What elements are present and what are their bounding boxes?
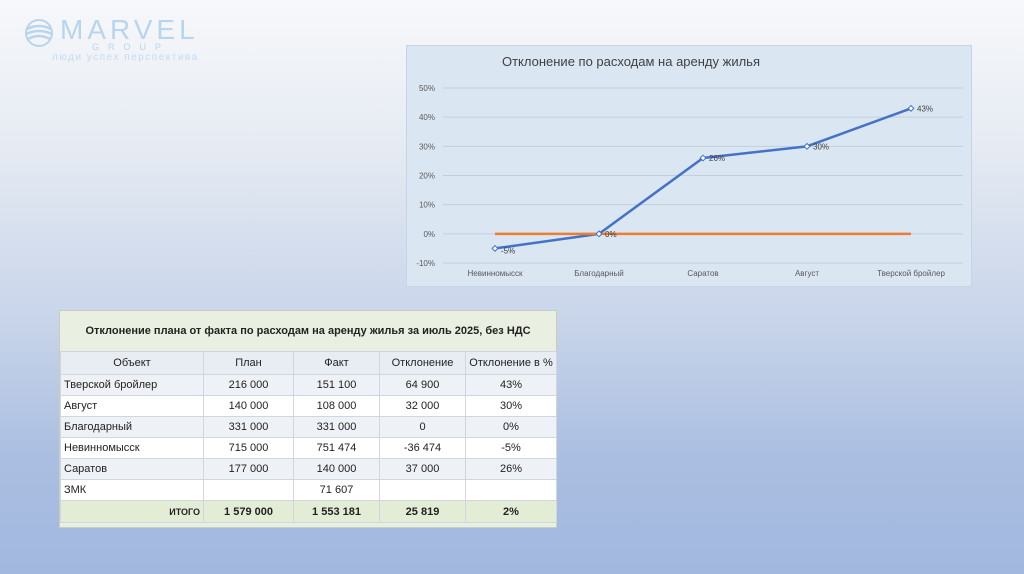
cell-total-deviation: 25 819 <box>379 500 466 523</box>
cell-plan <box>203 479 294 501</box>
cell-plan: 216 000 <box>203 374 294 396</box>
table-row: Благодарный 331 000 331 000 0 0% <box>60 416 557 438</box>
x-tick-label: Невинномысск <box>468 269 523 278</box>
y-tick-label: 0% <box>423 230 435 239</box>
deviation-chart: Отклонение по расходам на аренду жилья 5… <box>406 45 972 287</box>
cell-plan: 715 000 <box>203 437 294 459</box>
table-row: Саратов 177 000 140 000 37 000 26% <box>60 458 557 480</box>
col-header-object: Объект <box>60 351 204 375</box>
y-tick-label: 50% <box>419 84 435 93</box>
cell-deviation-pct <box>465 479 557 501</box>
cell-deviation: -36 474 <box>379 437 466 459</box>
cell-deviation-pct: 30% <box>465 395 557 417</box>
cell-deviation <box>379 479 466 501</box>
x-tick-label: Саратов <box>687 269 718 278</box>
marvel-logo: MARVEL GROUP люди успех перспектива <box>24 14 204 69</box>
data-point <box>699 154 707 162</box>
deviation-table-panel: Отклонение плана от факта по расходам на… <box>59 310 557 528</box>
data-label: 26% <box>709 154 725 163</box>
table-row: ЗМК 71 607 <box>60 479 557 501</box>
cell-fact: 140 000 <box>293 458 380 480</box>
cell-deviation-pct: 43% <box>465 374 557 396</box>
col-header-fact: Факт <box>293 351 380 375</box>
x-tick-label: Благодарный <box>574 269 624 278</box>
data-point <box>595 230 603 238</box>
cell-total-fact: 1 553 181 <box>293 500 380 523</box>
cell-deviation: 0 <box>379 416 466 438</box>
cell-fact: 108 000 <box>293 395 380 417</box>
cell-fact: 151 100 <box>293 374 380 396</box>
x-tick-label: Тверской бройлер <box>877 269 945 278</box>
cell-object: Август <box>60 395 204 417</box>
cell-total-label: ИТОГО <box>60 500 204 523</box>
y-tick-label: -10% <box>416 259 435 268</box>
logo-tagline: люди успех перспектива <box>52 52 199 63</box>
data-label: 0% <box>605 230 617 239</box>
cell-fact: 331 000 <box>293 416 380 438</box>
marvel-logo-icon <box>25 19 53 47</box>
cell-deviation: 37 000 <box>379 458 466 480</box>
logo-group: GROUP <box>92 42 171 52</box>
cell-plan: 140 000 <box>203 395 294 417</box>
cell-object: Благодарный <box>60 416 204 438</box>
deviation-series-line <box>494 107 912 250</box>
data-point <box>803 142 811 150</box>
table-row: Невинномысск 715 000 751 474 -36 474 -5% <box>60 437 557 459</box>
data-point <box>491 244 499 252</box>
table-row: Тверской бройлер 216 000 151 100 64 900 … <box>60 374 557 396</box>
y-tick-label: 20% <box>419 172 435 181</box>
cell-plan: 177 000 <box>203 458 294 480</box>
x-tick-label: Август <box>795 269 819 278</box>
cell-plan: 331 000 <box>203 416 294 438</box>
cell-total-deviation-pct: 2% <box>465 500 557 523</box>
logo-brand: MARVEL <box>60 14 199 45</box>
cell-deviation-pct: -5% <box>465 437 557 459</box>
cell-deviation-pct: 0% <box>465 416 557 438</box>
cell-deviation-pct: 26% <box>465 458 557 480</box>
table-header-row: Объект План Факт Отклонение Отклонение в… <box>60 351 557 375</box>
data-label: 30% <box>813 142 829 151</box>
data-label: 43% <box>917 104 933 113</box>
chart-title: Отклонение по расходам на аренду жилья <box>502 54 760 69</box>
cell-object: Невинномысск <box>60 437 204 459</box>
col-header-deviation: Отклонение <box>379 351 466 375</box>
cell-deviation: 64 900 <box>379 374 466 396</box>
y-tick-label: 30% <box>419 142 435 151</box>
table-row: Август 140 000 108 000 32 000 30% <box>60 395 557 417</box>
table-total-row: ИТОГО 1 579 000 1 553 181 25 819 2% <box>60 500 557 523</box>
col-header-plan: План <box>203 351 294 375</box>
cell-fact: 751 474 <box>293 437 380 459</box>
cell-deviation: 32 000 <box>379 395 466 417</box>
data-label: -5% <box>501 246 515 255</box>
cell-object: Саратов <box>60 458 204 480</box>
cell-total-plan: 1 579 000 <box>203 500 294 523</box>
y-tick-label: 40% <box>419 113 435 122</box>
cell-object: ЗМК <box>60 479 204 501</box>
col-header-deviation-pct: Отклонение в % <box>465 351 557 375</box>
data-point <box>907 104 915 112</box>
table-title: Отклонение плана от факта по расходам на… <box>60 311 556 351</box>
cell-fact: 71 607 <box>293 479 380 501</box>
deviation-table: Объект План Факт Отклонение Отклонение в… <box>60 351 557 523</box>
y-tick-label: 10% <box>419 201 435 210</box>
cell-object: Тверской бройлер <box>60 374 204 396</box>
chart-svg: Отклонение по расходам на аренду жилья 5… <box>416 54 963 278</box>
